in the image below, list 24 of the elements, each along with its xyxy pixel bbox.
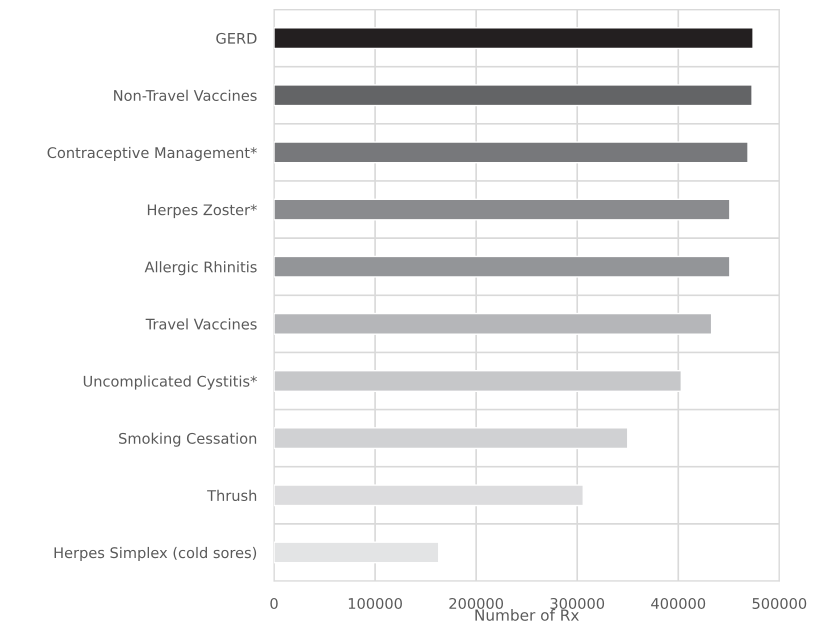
- bar: [274, 84, 753, 106]
- y-tick-label: GERD: [216, 32, 256, 44]
- x-axis-title: Number of Rx: [475, 609, 579, 621]
- y-tick-label: Herpes Simplex (cold sores): [54, 546, 256, 562]
- x-tick-label: 500000: [752, 598, 806, 609]
- x-tick-label: 200000: [449, 598, 504, 609]
- y-tick-label: Smoking Cessation: [119, 432, 256, 447]
- y-tick-label: Non-Travel Vaccines: [114, 90, 257, 101]
- x-tick-label: 100000: [348, 598, 402, 609]
- y-tick-label: Contraceptive Management*: [48, 146, 257, 161]
- y-tick-label: Allergic Rhinitis: [144, 261, 257, 276]
- bar: [274, 370, 682, 392]
- x-tick-label: 0: [270, 598, 278, 609]
- y-tick-label: Thrush: [207, 490, 256, 502]
- bar: [274, 198, 731, 221]
- y-tick-label: Uncomplicated Cystitis*: [84, 375, 257, 390]
- bar: [274, 141, 749, 164]
- y-tick-label: Herpes Zoster*: [148, 204, 257, 218]
- x-tick-label: 400000: [651, 598, 706, 609]
- y-tick-label: Travel Vaccines: [146, 318, 257, 330]
- bar: [274, 312, 712, 335]
- x-tick-label: 300000: [550, 598, 604, 609]
- bar: [274, 27, 754, 50]
- bar: [274, 256, 731, 278]
